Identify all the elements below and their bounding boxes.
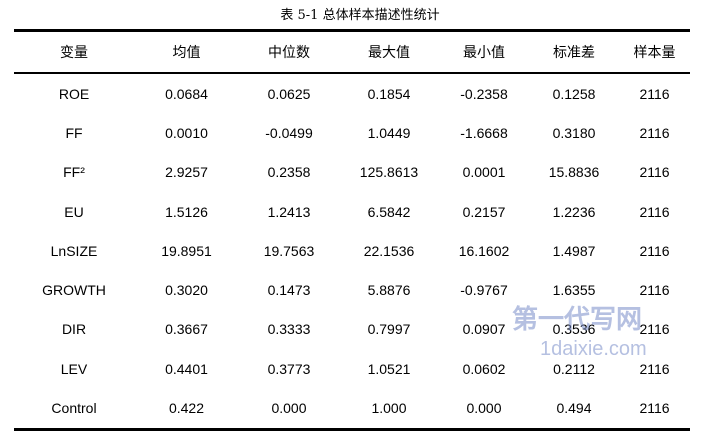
column-header: 变量	[14, 30, 134, 74]
table-cell: 2116	[639, 360, 670, 377]
table-cell: 22.1536	[363, 242, 415, 259]
table-cell: 0.3333	[267, 321, 311, 338]
table-cell: 1.0521	[367, 360, 411, 377]
table-cell: -0.9767	[460, 282, 508, 299]
table-cell: 19.7563	[263, 242, 315, 259]
table-cell: 0.2112	[553, 360, 595, 377]
table-cell: 0.1473	[267, 282, 311, 299]
table-cell: 0.0907	[462, 321, 506, 338]
table-cell: 0.000	[271, 400, 307, 417]
table-cell: 125.8613	[359, 164, 419, 181]
variable-name: ROE	[58, 85, 90, 102]
table-cell: 1.5126	[165, 203, 208, 220]
table-cell: 0.0010	[165, 124, 208, 141]
table-row: LEV 0.4401 0.3773 1.0521 0.0602 0.2112 2116	[14, 349, 690, 388]
variable-name: DIR	[61, 321, 87, 338]
table-cell: 1.2236	[552, 203, 596, 220]
table-cell: 0.0001	[462, 164, 506, 181]
table-cell: 0.2157	[462, 203, 506, 220]
table-cell: 2116	[639, 282, 670, 299]
table-row: DIR 0.3667 0.3333 0.7997 0.0907 0.3536 2116	[14, 310, 690, 349]
table-cell: 2116	[639, 124, 670, 141]
table-row: FF 0.0010 -0.0499 1.0449 -1.6668 0.3180 2116	[14, 113, 690, 152]
table-row: EU 1.5126 1.2413 6.5842 0.2157 1.2236 2116	[14, 192, 690, 231]
table-cell: -0.2358	[460, 85, 508, 102]
variable-name: LnSIZE	[50, 242, 98, 259]
table-cell: 0.7997	[367, 321, 411, 338]
table-cell: 2116	[639, 203, 670, 220]
column-header: 最大值	[339, 30, 439, 74]
table-row: FF² 2.9257 0.2358 125.8613 0.0001 15.8836 2116	[14, 153, 690, 192]
table-cell: 0.0684	[165, 85, 208, 102]
table-row: Control 0.422 0.000 1.000 0.000 0.494 2116	[14, 388, 690, 429]
table-cell: 1.6355	[552, 282, 596, 299]
table-cell: 2116	[639, 85, 670, 102]
table-row: GROWTH 0.3020 0.1473 5.8876 -0.9767 1.6355 211…	[14, 270, 690, 309]
table-cell: 16.1602	[458, 242, 510, 259]
variable-name: EU	[64, 203, 84, 220]
table-cell: 0.422	[168, 400, 205, 417]
table-title: 表 5-1 总体样本描述性统计	[280, 8, 440, 23]
column-header: 中位数	[239, 30, 339, 74]
table-body: ROE 0.0684 0.0625 0.1854 -0.2358 0.1258 2116 FF…	[14, 73, 690, 429]
table-cell: 0.4401	[165, 360, 208, 377]
table-cell: -0.0499	[265, 124, 313, 141]
variable-name: Control	[51, 400, 97, 417]
table-row: ROE 0.0684 0.0625 0.1854 -0.2358 0.1258 2116	[14, 73, 690, 113]
variable-name: FF	[65, 124, 83, 141]
table-cell: 0.0602	[462, 360, 506, 377]
variable-name: LEV	[60, 360, 88, 377]
column-header: 样本量	[619, 30, 690, 74]
table-cell: 1.000	[371, 400, 407, 417]
header-row: 变量 均值 中位数 最大值 最小值 标准差 样本量	[14, 30, 690, 74]
table-cell: 5.8876	[367, 282, 411, 299]
table-cell: 2116	[639, 321, 670, 338]
stats-table: 变量 均值 中位数 最大值 最小值 标准差 样本量 ROE 0.0684 0.0625 0.185…	[14, 29, 690, 431]
table-cell: 0.1258	[552, 85, 596, 102]
table-cell: 2116	[639, 400, 670, 417]
table-cell: 2116	[639, 242, 670, 259]
variable-name: FF²	[63, 164, 85, 181]
table-cell: 0.494	[556, 400, 592, 417]
table-cell: 15.8836	[548, 164, 600, 181]
table-cell: 0.3773	[267, 360, 311, 377]
table-cell: 2116	[639, 164, 670, 181]
table-cell: 1.4987	[552, 242, 596, 259]
table-cell: 6.5842	[367, 203, 411, 220]
table-cell: 0.0625	[267, 85, 311, 102]
table-cell: 1.0449	[367, 124, 411, 141]
variable-name: GROWTH	[42, 282, 106, 299]
table-cell: 0.3020	[165, 282, 208, 299]
column-header: 最小值	[439, 30, 529, 74]
table-cell: 0.3536	[552, 321, 596, 338]
table-cell: 0.3180	[552, 124, 596, 141]
table-cell: 1.2413	[267, 203, 311, 220]
table-cell: -1.6668	[460, 124, 508, 141]
table-cell: 0.1854	[367, 85, 411, 102]
table-row: LnSIZE 19.8951 19.7563 22.1536 16.1602 1.4987…	[14, 231, 690, 270]
table-cell: 19.8951	[161, 242, 212, 259]
table-cell: 0.000	[466, 400, 502, 417]
column-header: 标准差	[529, 30, 619, 74]
table-cell: 0.3667	[165, 321, 208, 338]
table-cell: 2.9257	[165, 164, 208, 181]
column-header: 均值	[134, 30, 239, 74]
table-cell: 0.2358	[267, 164, 311, 181]
